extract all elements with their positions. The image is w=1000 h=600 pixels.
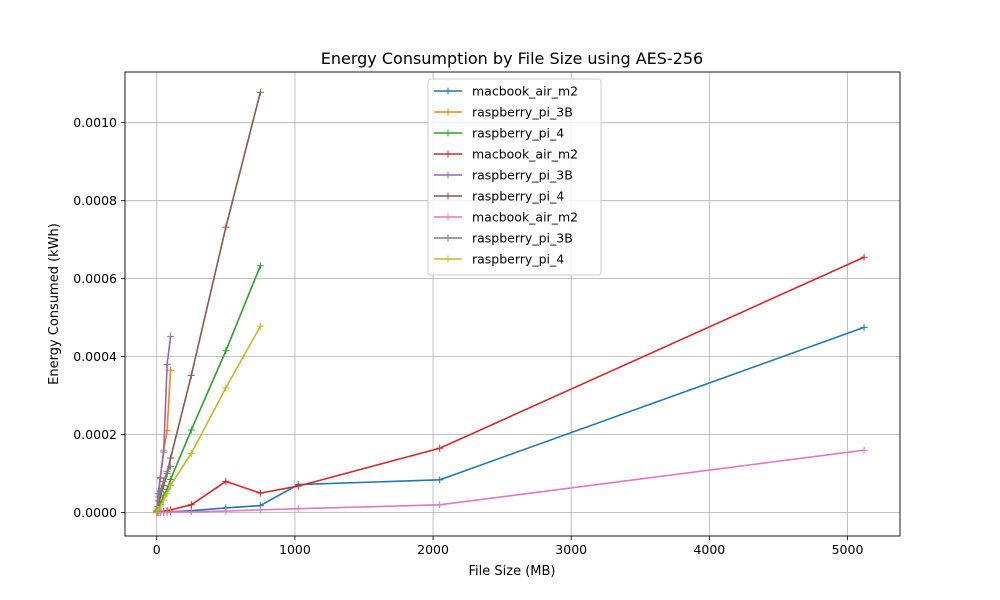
data-point	[167, 463, 175, 471]
series-layer	[153, 88, 868, 517]
legend-box	[427, 78, 602, 276]
legend-item: raspberry_pi_4	[434, 189, 564, 204]
legend-label: raspberry_pi_3B	[472, 105, 573, 120]
data-point	[187, 508, 195, 516]
x-tick-label: 5000	[832, 542, 864, 557]
x-tick-label: 4000	[693, 542, 725, 557]
legend-marker	[444, 213, 452, 221]
legend-marker	[444, 255, 452, 263]
data-point	[256, 88, 264, 96]
data-point	[167, 481, 175, 489]
data-point	[187, 449, 195, 457]
data-point	[256, 322, 264, 330]
legend-item: macbook_air_m2	[434, 147, 578, 162]
data-point	[163, 360, 171, 368]
legend-label: raspberry_pi_3B	[472, 231, 573, 246]
data-point	[167, 454, 175, 462]
data-point	[187, 371, 195, 379]
legend-item: raspberry_pi_3B	[434, 168, 573, 183]
data-point	[167, 508, 175, 516]
data-point	[163, 490, 171, 498]
legend-label: macbook_air_m2	[472, 147, 578, 162]
data-point	[222, 477, 230, 485]
x-tick-label: 2000	[417, 542, 449, 557]
series-8	[153, 463, 175, 515]
y-tick-label: 0.0002	[73, 427, 117, 442]
data-point	[160, 477, 168, 485]
data-point	[160, 448, 168, 456]
data-point	[294, 482, 302, 490]
data-point	[436, 501, 444, 509]
data-point	[860, 323, 868, 331]
data-point	[187, 501, 195, 509]
y-tick-label: 0.0006	[73, 271, 117, 286]
data-point	[156, 503, 164, 511]
legend-marker	[444, 150, 452, 158]
chart-title: Energy Consumption by File Size using AE…	[321, 49, 703, 68]
x-tick-label: 1000	[279, 542, 311, 557]
y-tick-label: 0.0010	[73, 115, 117, 130]
data-point	[222, 223, 230, 231]
legend-item: raspberry_pi_3B	[434, 105, 573, 120]
data-point	[187, 426, 195, 434]
data-point	[222, 347, 230, 355]
x-tick-label: 0	[153, 542, 161, 557]
legend-label: macbook_air_m2	[472, 210, 578, 225]
data-point	[160, 496, 168, 504]
legend-label: raspberry_pi_3B	[472, 168, 573, 183]
legend-label: macbook_air_m2	[472, 84, 578, 99]
y-axis-label: Energy Consumed (kWh)	[47, 223, 62, 385]
data-point	[167, 332, 175, 340]
series-9	[153, 322, 264, 516]
legend-marker	[444, 87, 452, 95]
data-point	[222, 384, 230, 392]
ticks: 0 1000 2000 3000 4000 5000 0.0000 0.0002 0.0004 0…	[73, 115, 863, 557]
data-point	[256, 262, 264, 270]
legend-marker	[444, 192, 452, 200]
legend-label: raspberry_pi_4	[472, 252, 564, 267]
data-point	[167, 475, 175, 483]
y-tick-label: 0.0000	[73, 505, 117, 520]
data-point	[156, 487, 164, 495]
y-tick-label: 0.0004	[73, 349, 117, 364]
x-tick-label: 3000	[555, 542, 587, 557]
data-point	[154, 497, 162, 505]
legend-item: macbook_air_m2	[434, 210, 578, 225]
legend-label: raspberry_pi_4	[472, 189, 564, 204]
data-point	[436, 444, 444, 452]
data-point	[256, 506, 264, 514]
legend-label: raspberry_pi_4	[472, 126, 564, 141]
data-point	[860, 446, 868, 454]
legend-marker	[444, 171, 452, 179]
data-point	[163, 468, 171, 476]
data-point	[436, 476, 444, 484]
x-axis-label: File Size (MB)	[469, 564, 556, 579]
legend-marker	[444, 108, 452, 116]
data-point	[294, 505, 302, 513]
legend-item: raspberry_pi_4	[434, 252, 564, 267]
data-point	[222, 507, 230, 515]
legend-item: raspberry_pi_3B	[434, 231, 573, 246]
data-point	[156, 474, 164, 482]
y-tick-label: 0.0008	[73, 193, 117, 208]
legend-item: raspberry_pi_4	[434, 126, 564, 141]
data-point	[256, 489, 264, 497]
legend-marker	[444, 234, 452, 242]
legend: macbook_air_m2 raspberry_pi_3B raspberry_p…	[427, 78, 602, 276]
plot-frame	[124, 71, 901, 537]
data-point	[860, 253, 868, 261]
legend-marker	[444, 129, 452, 137]
legend-item: macbook_air_m2	[434, 84, 578, 99]
data-point	[167, 366, 175, 374]
